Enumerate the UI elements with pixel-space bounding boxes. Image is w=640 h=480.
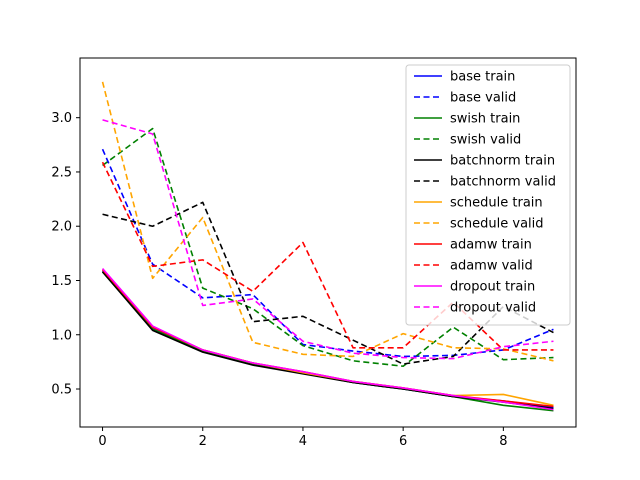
legend-label: schedule train <box>450 196 543 211</box>
legend-label: base train <box>450 70 515 85</box>
legend-box <box>405 64 571 326</box>
legend-label: dropout train <box>450 280 535 295</box>
y-tick-label: 2.5 <box>51 165 72 180</box>
legend-label: schedule valid <box>450 217 544 232</box>
series-line-schedule-valid <box>101 81 554 362</box>
series-line-base-valid <box>101 148 554 358</box>
legend-label: batchnorm valid <box>450 175 556 190</box>
series-line-dropout-valid <box>102 119 554 360</box>
series-line-batchnorm-valid <box>102 201 554 365</box>
series-layer <box>101 81 554 412</box>
legend-label: swish valid <box>450 133 521 148</box>
x-tick-label: 8 <box>499 434 507 449</box>
x-tick-label: 0 <box>98 434 106 449</box>
y-tick-label: 0.5 <box>51 383 72 398</box>
series-line-adamw-valid <box>101 161 554 351</box>
series-line-dropout-train <box>101 268 554 411</box>
legend-label: dropout valid <box>450 301 536 316</box>
legend-label: adamw valid <box>450 259 533 274</box>
y-tick-label: 1.0 <box>51 328 72 343</box>
legend-label: base valid <box>450 91 516 106</box>
legend-label: swish train <box>450 112 520 127</box>
legend-label: adamw train <box>450 238 532 253</box>
x-tick-label: 4 <box>299 434 307 449</box>
y-tick-label: 2.0 <box>51 220 72 235</box>
series-line-swish-valid <box>102 127 554 368</box>
legend: base train base valid swish train swish val… <box>405 64 571 326</box>
x-tick-label: 2 <box>199 434 207 449</box>
x-axis: 0 2 4 6 8 <box>98 427 507 449</box>
x-tick-label: 6 <box>399 434 407 449</box>
y-tick-label: 3.0 <box>51 111 72 126</box>
legend-label: batchnorm train <box>450 154 555 169</box>
y-axis: 0.5 1.0 1.5 2.0 2.5 3.0 <box>51 111 80 398</box>
y-tick-label: 1.5 <box>51 274 72 289</box>
